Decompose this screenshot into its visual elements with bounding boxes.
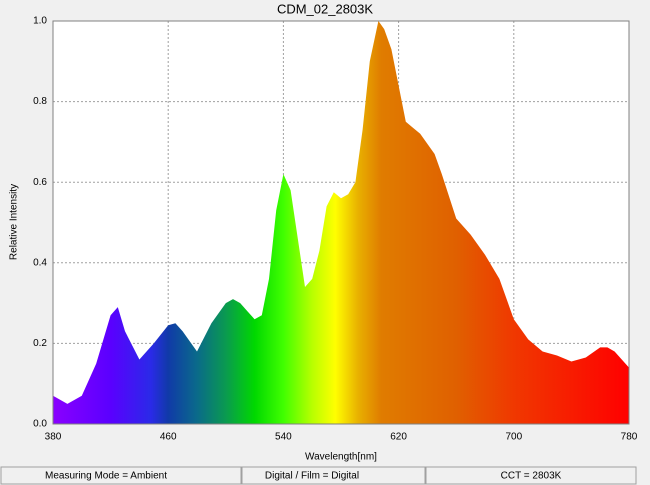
status-cell	[425, 466, 637, 485]
x-tick-label: 380	[45, 432, 62, 443]
y-tick-label: 1.0	[33, 16, 47, 27]
x-tick-label: 460	[160, 432, 177, 443]
y-tick-label: 0.6	[33, 177, 47, 188]
plot-border	[52, 20, 630, 425]
y-tick-label: 0.2	[33, 338, 47, 349]
chart-title: CDM_02_2803K	[277, 1, 373, 16]
y-axis-label: Relative Intensity	[9, 184, 20, 260]
y-tick-label: 0.4	[33, 257, 47, 268]
y-tick-label: 0.8	[33, 96, 47, 107]
status-text: CCT = 2803K	[501, 471, 562, 482]
status-bar: Measuring Mode = Ambient Digital / Film …	[0, 466, 637, 485]
x-tick-label: 780	[621, 432, 638, 443]
x-tick-label: 700	[505, 432, 522, 443]
x-tick-label: 620	[390, 432, 407, 443]
status-text: Measuring Mode = Ambient	[45, 471, 167, 482]
status-cell	[0, 466, 242, 485]
spectrum-area	[53, 21, 629, 424]
x-tick-label: 540	[275, 432, 292, 443]
status-cell	[241, 466, 426, 485]
x-axis-label: Wavelength[nm]	[305, 452, 377, 463]
status-text: Digital / Film = Digital	[265, 471, 359, 482]
y-tick-label: 0.0	[33, 419, 47, 430]
